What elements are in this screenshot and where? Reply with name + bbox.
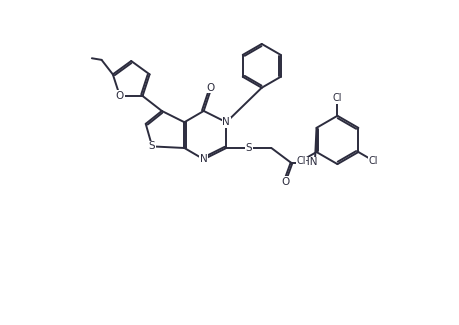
Text: O: O [116, 91, 124, 101]
Text: HN: HN [302, 158, 318, 167]
Text: Cl: Cl [297, 156, 306, 166]
Text: Cl: Cl [369, 156, 379, 166]
Text: S: S [246, 143, 252, 153]
Text: O: O [282, 177, 290, 187]
Text: N: N [223, 117, 230, 127]
Text: N: N [200, 154, 207, 164]
Text: O: O [206, 83, 214, 93]
Text: Cl: Cl [333, 93, 342, 103]
Text: S: S [149, 141, 156, 151]
